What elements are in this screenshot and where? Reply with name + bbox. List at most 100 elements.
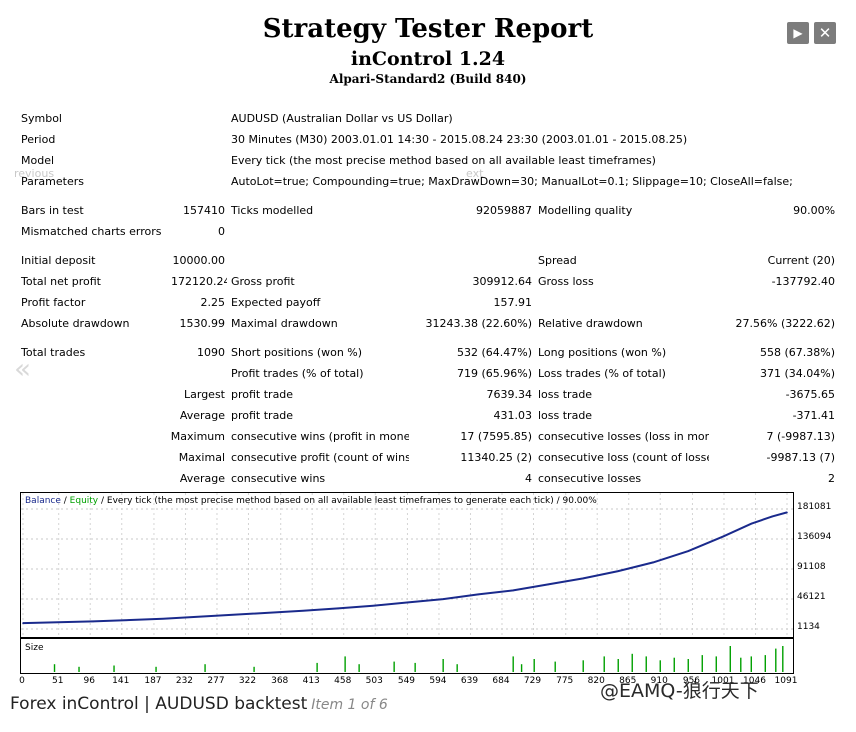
data-point: [722, 535, 725, 538]
data-point: [771, 515, 774, 518]
x-axis-labels: 0 51 96 141 187 232 277 322 368 413 458 503 549 594 63…: [19, 676, 800, 690]
ticks-label: Ticks modelled: [231, 204, 314, 217]
model-value: Every tick (the most precise method base…: [231, 154, 656, 167]
size-bar: [729, 646, 731, 672]
x-tick-label: 729: [523, 676, 542, 686]
size-bar: [775, 648, 777, 672]
x-tick-label: 594: [429, 676, 447, 686]
previous-nav-label[interactable]: revious: [14, 167, 55, 180]
row-maximum: Maximum consecutive wins (profit in mone…: [17, 426, 837, 447]
cons-profit-count-value: 11340.25 (2): [460, 451, 532, 464]
x-tick-label: 639: [460, 676, 479, 686]
cons-loss-count-label: consecutive loss (count of losses): [538, 451, 709, 464]
gallery-caption: Forex inControl | AUDUSD backtest Item 1 …: [10, 694, 388, 714]
size-bar: [344, 656, 346, 672]
mismatch-value: 0: [218, 225, 225, 238]
cons-wins-money-value: 17 (7595.85): [460, 430, 532, 443]
size-bar: [113, 665, 115, 672]
size-bar: [582, 660, 584, 672]
data-point: [512, 589, 514, 592]
cons-losses-label: consecutive losses: [538, 472, 642, 485]
close-icon: ✕: [818, 24, 832, 42]
maximum-label: Maximum: [170, 430, 225, 443]
x-tick-label: 820: [587, 676, 605, 686]
size-bar: [740, 657, 742, 672]
balance-chart: Balance / Equity / Every tick (the most …: [20, 492, 794, 638]
size-bar: [512, 656, 514, 672]
y-tick-label: 91108: [797, 561, 826, 572]
bars-value: 157410: [183, 204, 225, 217]
data-point: [22, 622, 24, 624]
loss-trades-label: Loss trades (% of total): [538, 367, 666, 380]
deposit-value: 10000.00: [172, 254, 226, 267]
y-tick-label: 1134: [797, 622, 820, 632]
size-bar: [533, 659, 535, 672]
watermark: @EAMQ-狼行天下: [600, 680, 759, 702]
reldd-value: 27.56% (3222.62): [735, 317, 836, 330]
data-point: [477, 593, 479, 596]
row-period: Period 30 Minutes (M30) 2003.01.01 14:30…: [17, 129, 837, 150]
report-subtitle: inControl 1.24: [350, 48, 506, 70]
size-bar: [253, 666, 255, 672]
cons-wins-label: consecutive wins: [231, 472, 326, 485]
item-counter: Item 1 of 6: [311, 697, 388, 713]
data-point: [547, 583, 550, 586]
parameters-value: AutoLot=true; Compounding=true; MaxDrawD…: [231, 175, 793, 188]
legend-sep: /: [60, 496, 70, 506]
close-button[interactable]: ✕: [814, 22, 836, 44]
legend-equity: Equity: [69, 496, 99, 506]
caption-title: Forex inControl | AUDUSD backtest: [10, 694, 308, 714]
data-point: [582, 577, 585, 580]
size-bar: [617, 659, 619, 672]
x-tick-label: 956: [682, 676, 701, 686]
size-bar: [554, 661, 556, 672]
data-point: [92, 620, 94, 623]
x-tick-label: 549: [397, 676, 416, 686]
x-tick-label: 458: [334, 676, 352, 686]
long-label: Long positions (won %): [538, 346, 667, 359]
absdd-label: Absolute drawdown: [21, 317, 130, 330]
model-label: Model: [21, 154, 55, 167]
size-bar: [393, 661, 395, 672]
bars-label: Bars in test: [21, 204, 84, 217]
avg-loss-value: -371.41: [792, 409, 836, 422]
next-button[interactable]: ▶: [787, 22, 809, 44]
x-tick-label: 51: [51, 676, 64, 686]
x-tick-label: 1001: [711, 676, 735, 686]
y-tick-label: 181081: [797, 502, 832, 512]
largest-profit-label: profit trade: [231, 388, 294, 401]
trades-value: 1090: [197, 346, 225, 359]
x-tick-label: 1046: [743, 676, 766, 686]
row-average: Average profit trade 431.03 loss trade -…: [17, 405, 837, 426]
x-tick-label: 775: [556, 676, 574, 686]
grossloss-value: -137792.40: [771, 275, 836, 288]
deposit-label: Initial deposit: [21, 254, 96, 267]
period-value: 30 Minutes (M30) 2003.01.01 14:30 - 2015…: [231, 133, 688, 146]
row-drawdown: Absolute drawdown 1530.99 Maximal drawdo…: [17, 313, 837, 334]
absdd-value: 1530.99: [179, 317, 226, 330]
size-bar: [715, 656, 717, 672]
data-point: [750, 522, 753, 525]
row-maximal: Maximal consecutive profit (count of win…: [17, 447, 837, 468]
average-label: Average: [179, 409, 225, 422]
cons-wins-money-label: consecutive wins (profit in money): [231, 430, 409, 443]
y-axis-labels: 181081 136094 91108 46121 1134: [797, 492, 847, 642]
next-nav-label[interactable]: ext: [466, 167, 484, 180]
trades-label: Total trades: [21, 346, 86, 359]
x-tick-label: 96: [83, 676, 95, 686]
row-symbol: Symbol AUDUSD (Australian Dollar vs US D…: [17, 108, 837, 129]
x-tick-label: 413: [302, 676, 320, 686]
largest-loss-label: loss trade: [538, 388, 593, 401]
row-bars: Bars in test 157410 Ticks modelled 92059…: [17, 200, 837, 221]
maxdd-label: Maximal drawdown: [231, 317, 338, 330]
size-bar: [687, 659, 689, 672]
x-tick-label: 1091: [774, 676, 798, 686]
spread-value: Current (20): [767, 254, 836, 267]
previous-arrow-icon[interactable]: «: [14, 352, 32, 385]
x-tick-label: 910: [650, 676, 668, 686]
report-title: Strategy Tester Report: [262, 14, 594, 44]
maxdd-value: 31243.38 (22.60%): [425, 317, 532, 330]
x-tick-label: 503: [365, 676, 383, 686]
size-bar: [782, 646, 784, 672]
pf-label: Profit factor: [21, 296, 86, 309]
